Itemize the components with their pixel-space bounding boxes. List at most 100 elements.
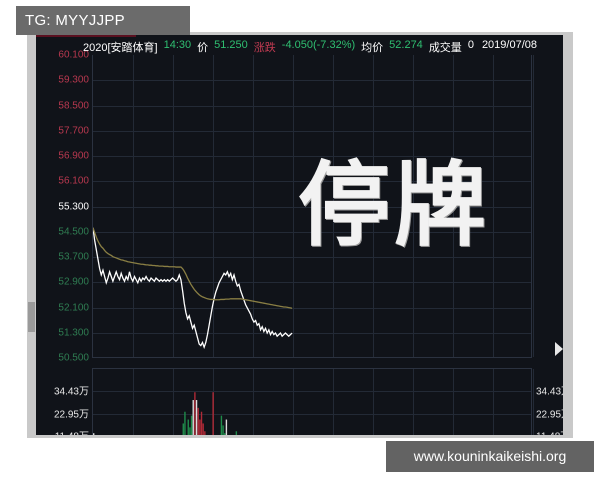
price-plot-area[interactable] [92,55,534,358]
volume-axis-tick-right: 11.48万 [536,428,563,435]
change-value: -4.050(-7.32%) [281,39,356,51]
volume-bars-svg [93,392,238,435]
volume-axis-tick-right: 34.43万 [536,386,563,398]
volume-bar [192,400,194,435]
intraday-chart-canvas[interactable]: 2020[安踏体育] 14:30 价 51.250 涨跌 -4.050(-7.32%) 均价… [36,35,563,435]
price-gridline [93,282,531,283]
volume-bar [224,433,226,435]
price-axis-tick: 52.900 [58,276,89,288]
volume-gridline-vertical [333,369,334,435]
price-gridline-vertical [293,55,294,357]
price-axis: 60.100 59.300 58.500 57.700 56.900 56.100 55.3… [36,50,92,364]
price-gridline [93,106,531,107]
price-gridline [93,181,531,182]
site-watermark: www.kouninkaikeishi.org [386,441,594,472]
volume-bar [222,425,224,435]
price-value: 51.250 [214,39,248,51]
volume-bar [202,423,204,435]
price-line [93,227,293,350]
right-scrollbar[interactable] [563,32,573,438]
price-gridline [93,131,531,132]
volume-gridline-vertical [293,369,294,435]
volume-axis-tick-left: 22.95万 [53,409,89,421]
volume-gridline-vertical [373,369,374,435]
volume-bar [225,419,228,435]
volume-axis-left: 34.43万 22.95万 11.48万 [36,368,92,435]
volume-axis-tick-left: 34.43万 [53,386,89,398]
price-axis-tick: 53.700 [58,251,89,263]
volume-gridline-vertical [413,369,414,435]
volume-bar [199,419,201,435]
volume-gridline-vertical [453,369,454,435]
price-gridline-vertical [533,55,534,357]
volume-bar [200,411,203,435]
volume-bar [184,411,186,435]
volume-value: 0 [467,39,474,51]
stock-name-label: 2020[安踏体育] [83,42,158,54]
price-axis-tick: 54.500 [58,226,89,238]
price-gridline-vertical [413,55,414,357]
volume-bar [204,431,206,435]
price-gridline [93,207,531,208]
price-axis-tick: 50.500 [58,352,89,364]
price-axis-tick: 60.100 [58,49,89,61]
volume-bar [189,427,191,435]
price-gridline-vertical [493,55,494,357]
volume-gridline-vertical [493,369,494,435]
volume-gridline [93,414,531,415]
volume-label: 成交量 [428,42,462,54]
volume-bar [194,392,196,435]
volume-bar [195,400,198,435]
left-scrollbar-thumb[interactable] [28,302,35,332]
telegram-tag-badge: TG: MYYJJPP [16,6,190,35]
price-gridline [93,308,531,309]
volume-axis-right: 34.43万 22.95万 11.48万 [533,368,563,435]
volume-gridline [93,391,531,392]
price-label: 价 [197,42,209,54]
volume-bar [187,419,189,435]
price-gridline-vertical [333,55,334,357]
average-price-line [93,227,293,309]
price-gridline [93,333,531,334]
price-axis-tick: 51.300 [58,327,89,339]
volume-bar [182,423,184,435]
price-gridline [93,156,531,157]
volume-bar [190,415,193,435]
quote-date-label: 2019/07/08 [481,39,537,51]
price-axis-tick: 57.700 [58,125,89,137]
volume-bar [197,407,199,435]
volume-axis-tick-left: 11.48万 [55,428,89,435]
price-axis-tick: 58.500 [58,100,89,111]
price-gridline [93,257,531,258]
volume-bar [220,415,223,435]
top-red-edge-accent [36,35,136,37]
price-gridline-vertical [213,55,214,357]
volume-gridline-vertical [253,369,254,435]
price-axis-tick: 56.100 [58,175,89,187]
price-axis-tick: 55.300 [58,201,89,212]
price-gridline [93,232,531,233]
stock-app-window: 2020[安踏体育] 14:30 价 51.250 涨跌 -4.050(-7.32%) 均价… [27,32,573,438]
price-gridline-vertical [133,55,134,357]
volume-bar [93,433,95,435]
left-scrollbar[interactable] [27,32,36,438]
price-gridline-vertical [373,55,374,357]
price-gridline-vertical [453,55,454,357]
price-axis-tick: 59.300 [58,74,89,86]
price-gridline [93,80,531,81]
scroll-right-arrow-icon[interactable] [555,342,563,356]
volume-gridline-vertical [533,369,534,435]
price-gridline-vertical [253,55,254,357]
volume-plot-area[interactable] [92,368,534,435]
price-series-svg [93,227,293,350]
volume-gridline-vertical [133,369,134,435]
volume-bar [235,431,238,435]
price-gridline-vertical [173,55,174,357]
trading-suspended-overlay-text: 停牌 [298,152,491,259]
quote-time-label: 14:30 [163,39,192,51]
volume-gridline-vertical [173,369,174,435]
volume-axis-tick-right: 22.95万 [536,409,563,421]
volume-gridlines [93,369,534,435]
volume-bar [212,392,214,435]
price-axis-tick: 52.100 [58,302,89,313]
